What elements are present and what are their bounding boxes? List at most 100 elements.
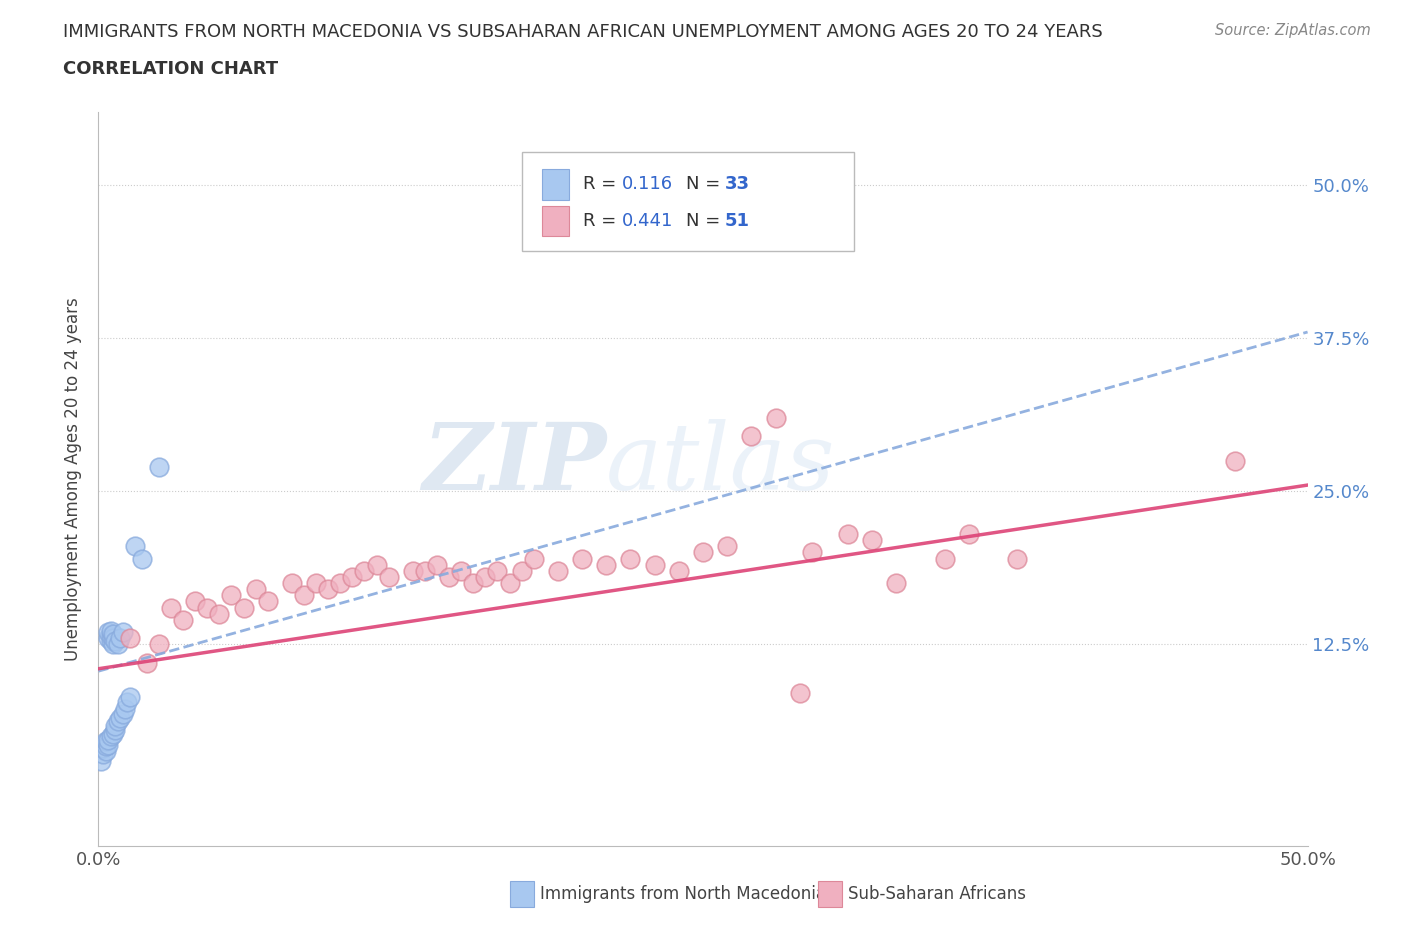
Text: Sub-Saharan Africans: Sub-Saharan Africans xyxy=(848,885,1026,903)
Text: N =: N = xyxy=(686,176,725,193)
Point xyxy=(94,738,117,753)
Point xyxy=(377,569,399,584)
Point xyxy=(97,737,120,752)
Point xyxy=(523,551,546,566)
Text: atlas: atlas xyxy=(606,419,835,510)
Point xyxy=(547,564,569,578)
Point xyxy=(668,564,690,578)
Point xyxy=(97,625,120,640)
Point xyxy=(329,576,352,591)
Y-axis label: Unemployment Among Ages 20 to 24 years: Unemployment Among Ages 20 to 24 years xyxy=(65,297,83,661)
Point xyxy=(101,627,124,642)
Point xyxy=(131,551,153,566)
Point xyxy=(107,714,129,729)
Text: 51: 51 xyxy=(724,212,749,230)
Point xyxy=(426,557,449,572)
Text: Immigrants from North Macedonia: Immigrants from North Macedonia xyxy=(540,885,825,903)
Point xyxy=(957,526,980,541)
Point xyxy=(111,707,134,722)
Point xyxy=(148,459,170,474)
Point xyxy=(104,723,127,737)
Point xyxy=(498,576,520,591)
Point xyxy=(716,538,738,553)
Point xyxy=(100,633,122,648)
Text: R =: R = xyxy=(583,176,623,193)
Point xyxy=(108,631,131,645)
Point xyxy=(366,557,388,572)
Point xyxy=(195,600,218,615)
Point xyxy=(934,551,956,566)
Point xyxy=(245,582,267,597)
Text: 0.116: 0.116 xyxy=(621,176,673,193)
Point xyxy=(860,533,883,548)
Text: N =: N = xyxy=(686,212,725,230)
FancyBboxPatch shape xyxy=(543,206,569,236)
Point xyxy=(104,633,127,648)
Point xyxy=(100,623,122,638)
FancyBboxPatch shape xyxy=(818,881,842,908)
Point xyxy=(692,545,714,560)
Point xyxy=(595,557,617,572)
Point xyxy=(886,576,908,591)
Point xyxy=(450,564,472,578)
Point xyxy=(94,743,117,758)
Point xyxy=(510,564,533,578)
Point xyxy=(100,729,122,744)
Point xyxy=(148,637,170,652)
Point xyxy=(135,656,157,671)
Point xyxy=(740,429,762,444)
Point xyxy=(837,526,859,541)
Point xyxy=(644,557,666,572)
Point xyxy=(437,569,460,584)
Point xyxy=(114,702,136,717)
Point xyxy=(160,600,183,615)
Point xyxy=(571,551,593,566)
Point xyxy=(97,631,120,645)
Point xyxy=(1007,551,1029,566)
Point xyxy=(413,564,436,578)
Text: IMMIGRANTS FROM NORTH MACEDONIA VS SUBSAHARAN AFRICAN UNEMPLOYMENT AMONG AGES 20: IMMIGRANTS FROM NORTH MACEDONIA VS SUBSA… xyxy=(63,23,1104,41)
Point xyxy=(342,569,364,584)
Text: Source: ZipAtlas.com: Source: ZipAtlas.com xyxy=(1215,23,1371,38)
Point xyxy=(463,576,485,591)
Point xyxy=(100,629,122,644)
FancyBboxPatch shape xyxy=(509,881,534,908)
Point xyxy=(1223,453,1246,468)
Point xyxy=(172,612,194,627)
Point xyxy=(91,747,114,762)
FancyBboxPatch shape xyxy=(543,169,569,200)
Point xyxy=(765,410,787,425)
Point xyxy=(789,685,811,700)
Point xyxy=(91,741,114,756)
Point xyxy=(402,564,425,578)
Text: 33: 33 xyxy=(724,176,749,193)
Point xyxy=(90,753,112,768)
Point xyxy=(124,538,146,553)
Point xyxy=(101,631,124,645)
Point xyxy=(101,726,124,741)
Point xyxy=(800,545,823,560)
Point xyxy=(111,625,134,640)
Point xyxy=(108,711,131,725)
Point xyxy=(101,637,124,652)
Point xyxy=(118,689,141,704)
Point xyxy=(94,734,117,749)
Point xyxy=(117,695,139,710)
Point xyxy=(208,606,231,621)
Text: CORRELATION CHART: CORRELATION CHART xyxy=(63,60,278,78)
Point xyxy=(353,564,375,578)
Point xyxy=(486,564,509,578)
Point xyxy=(232,600,254,615)
Point xyxy=(305,576,328,591)
Point xyxy=(118,631,141,645)
Point xyxy=(292,588,315,603)
Point xyxy=(184,594,207,609)
Text: 0.441: 0.441 xyxy=(621,212,673,230)
Point xyxy=(221,588,243,603)
Point xyxy=(474,569,496,584)
Point xyxy=(107,637,129,652)
FancyBboxPatch shape xyxy=(522,152,855,251)
Text: ZIP: ZIP xyxy=(422,419,606,510)
Point xyxy=(104,719,127,734)
Point xyxy=(281,576,304,591)
